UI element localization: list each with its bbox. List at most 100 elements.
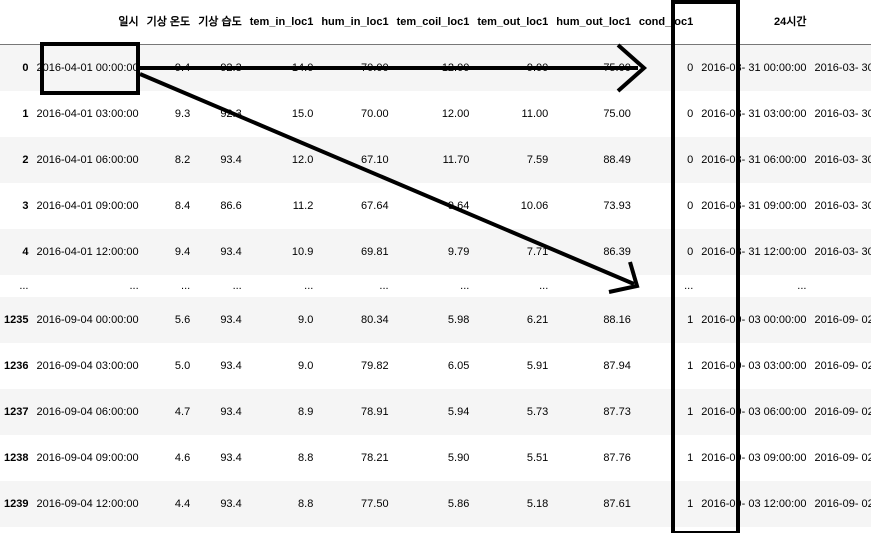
table-cell: 5.94 bbox=[447, 405, 470, 418]
row-index: 1237 bbox=[4, 405, 29, 418]
table-cell: 12.00 bbox=[441, 107, 470, 120]
table-cell: 5.86 bbox=[447, 497, 470, 510]
table-cell: 2016-03- 30 06:00:00 bbox=[814, 153, 871, 166]
table-cell: 2016-09- 02 03:00:00 bbox=[814, 359, 871, 372]
table-cell: 2016-09-04 00:00:00 bbox=[36, 313, 139, 326]
table-cell: 2016-09- 03 06:00:00 bbox=[701, 405, 807, 418]
table-row: 0 2016-04-01 00:00:00 9.4 92.3 14.0 70.00 12.0… bbox=[0, 44, 871, 91]
table-cell: 2016-09- 02 00:00:00 bbox=[814, 313, 871, 326]
table-cell: 93.4 bbox=[220, 451, 242, 464]
table-cell: 2016-03- 31 09:00:00 bbox=[701, 199, 807, 212]
table-cell: 86.6 bbox=[220, 199, 242, 212]
table-cell: 12.00 bbox=[441, 61, 470, 74]
table-cell: 92.3 bbox=[220, 107, 242, 120]
column-header: hum_out_loc1 bbox=[552, 0, 635, 45]
index-header bbox=[0, 0, 33, 45]
table-cell: 2016-03- 31 06:00:00 bbox=[701, 153, 807, 166]
table-cell: 0 bbox=[687, 245, 694, 258]
table-cell: ... bbox=[304, 279, 314, 292]
table-cell: ... bbox=[684, 279, 694, 292]
table-cell: 0 bbox=[687, 107, 694, 120]
column-header: tem_out_loc1 bbox=[473, 0, 553, 45]
table-cell: 93.4 bbox=[220, 497, 242, 510]
table-cell: 2016-03- 31 12:00:00 bbox=[701, 245, 807, 258]
table-cell: 2016-09- 02 09:00:00 bbox=[814, 451, 871, 464]
table-cell: 8.4 bbox=[174, 199, 191, 212]
table-cell: 93.4 bbox=[220, 153, 242, 166]
table-cell: 2016-03- 30 03:00:00 bbox=[814, 107, 871, 120]
row-index: 1238 bbox=[4, 451, 29, 464]
table-cell: 67.64 bbox=[361, 199, 389, 212]
table-cell: 11.00 bbox=[521, 107, 549, 120]
column-header: 일시 bbox=[32, 0, 143, 45]
table-cell: 2016-03- 30 12:00:00 bbox=[814, 245, 871, 258]
table-cell: 9.3 bbox=[174, 107, 191, 120]
table-cell: 9.00 bbox=[526, 61, 549, 74]
table-header: 일시 기상 온도 기상 습도 tem_in_loc1 hum_in_loc1 tem_co… bbox=[0, 0, 871, 45]
table-cell: 2016-09-04 12:00:00 bbox=[36, 497, 139, 510]
table-cell: 11.70 bbox=[442, 153, 470, 166]
table-cell: 0 bbox=[687, 199, 694, 212]
table-cell: 69.81 bbox=[361, 245, 389, 258]
table-cell: 9.4 bbox=[174, 61, 191, 74]
table-cell: 2016-04-01 03:00:00 bbox=[36, 107, 139, 120]
table-cell: 2016-03- 31 00:00:00 bbox=[701, 61, 807, 74]
table-cell: ... bbox=[379, 279, 389, 292]
table-cell: 2016-03- 30 00:00:00 bbox=[814, 61, 871, 74]
table-cell: 2016-03- 31 03:00:00 bbox=[701, 107, 807, 120]
column-header: 24시간 bbox=[697, 0, 811, 45]
table-cell: 0 bbox=[687, 61, 694, 74]
column-header: 기상 습도 bbox=[194, 0, 246, 45]
column-header: tem_coil_loc1 bbox=[392, 0, 474, 45]
table-cell: 15.0 bbox=[291, 107, 314, 120]
table-row: 1237 2016-09-04 06:00:00 4.7 93.4 8.9 78.91 5.… bbox=[0, 388, 871, 435]
table-cell: 6.05 bbox=[447, 359, 470, 372]
table-cell: 5.90 bbox=[447, 451, 470, 464]
table-cell: 2016-09- 02 12:00:00 bbox=[814, 497, 871, 510]
table-cell: 11.2 bbox=[292, 199, 314, 212]
table-row: 1235 2016-09-04 00:00:00 5.6 93.4 9.0 80.34 5.… bbox=[0, 296, 871, 343]
table-cell: 1 bbox=[687, 313, 694, 326]
table-cell: 5.0 bbox=[174, 359, 191, 372]
table-cell: ... bbox=[460, 279, 470, 292]
table-cell: 70.00 bbox=[361, 107, 389, 120]
table-row: 1238 2016-09-04 09:00:00 4.6 93.4 8.8 78.21 5.… bbox=[0, 435, 871, 481]
table-cell: 9.0 bbox=[298, 359, 314, 372]
table-cell: 2016-09-04 06:00:00 bbox=[36, 405, 139, 418]
table-row: 2 2016-04-01 06:00:00 8.2 93.4 12.0 67.10 11.7… bbox=[0, 136, 871, 183]
table-cell: 5.51 bbox=[526, 451, 549, 464]
table-cell: 80.34 bbox=[361, 313, 389, 326]
table-cell: 10.9 bbox=[291, 245, 314, 258]
table-cell: 1 bbox=[687, 451, 694, 464]
table-cell: 77.50 bbox=[361, 497, 389, 510]
table-cell: 5.18 bbox=[526, 497, 549, 510]
row-index: 1235 bbox=[4, 313, 29, 326]
table-cell: ... bbox=[797, 279, 807, 292]
row-index: 0 bbox=[22, 61, 29, 74]
ellipsis-row: ........................................… bbox=[0, 274, 871, 297]
table-cell: ... bbox=[810, 275, 871, 297]
table-cell: 88.49 bbox=[603, 153, 631, 166]
table-cell: 2016-04-01 00:00:00 bbox=[36, 61, 139, 74]
table-cell: 10.06 bbox=[520, 199, 549, 212]
row-index: ... bbox=[19, 279, 29, 292]
table-cell: 8.8 bbox=[298, 451, 314, 464]
table-cell: 5.98 bbox=[447, 313, 470, 326]
table-cell: 2016-03- 30 09:00:00 bbox=[814, 199, 871, 212]
table-cell: 9.4 bbox=[174, 245, 191, 258]
table-cell: 93.4 bbox=[220, 245, 242, 258]
table-cell: ... bbox=[621, 279, 631, 292]
table-cell: 0 bbox=[687, 153, 694, 166]
table-cell: 2016-04-01 12:00:00 bbox=[36, 245, 139, 258]
table-cell: 87.61 bbox=[603, 497, 631, 510]
column-header: hum_in_loc1 bbox=[317, 0, 393, 45]
table-cell: 12.0 bbox=[291, 153, 314, 166]
table-cell: 93.4 bbox=[220, 359, 242, 372]
table-cell: 1 bbox=[687, 359, 694, 372]
table-cell: 9.64 bbox=[447, 199, 470, 212]
table-row: 1239 2016-09-04 12:00:00 4.4 93.4 8.8 77.50 5.… bbox=[0, 480, 871, 527]
table-cell: 2016-09- 03 12:00:00 bbox=[701, 497, 807, 510]
table-cell: 79.82 bbox=[361, 359, 389, 372]
